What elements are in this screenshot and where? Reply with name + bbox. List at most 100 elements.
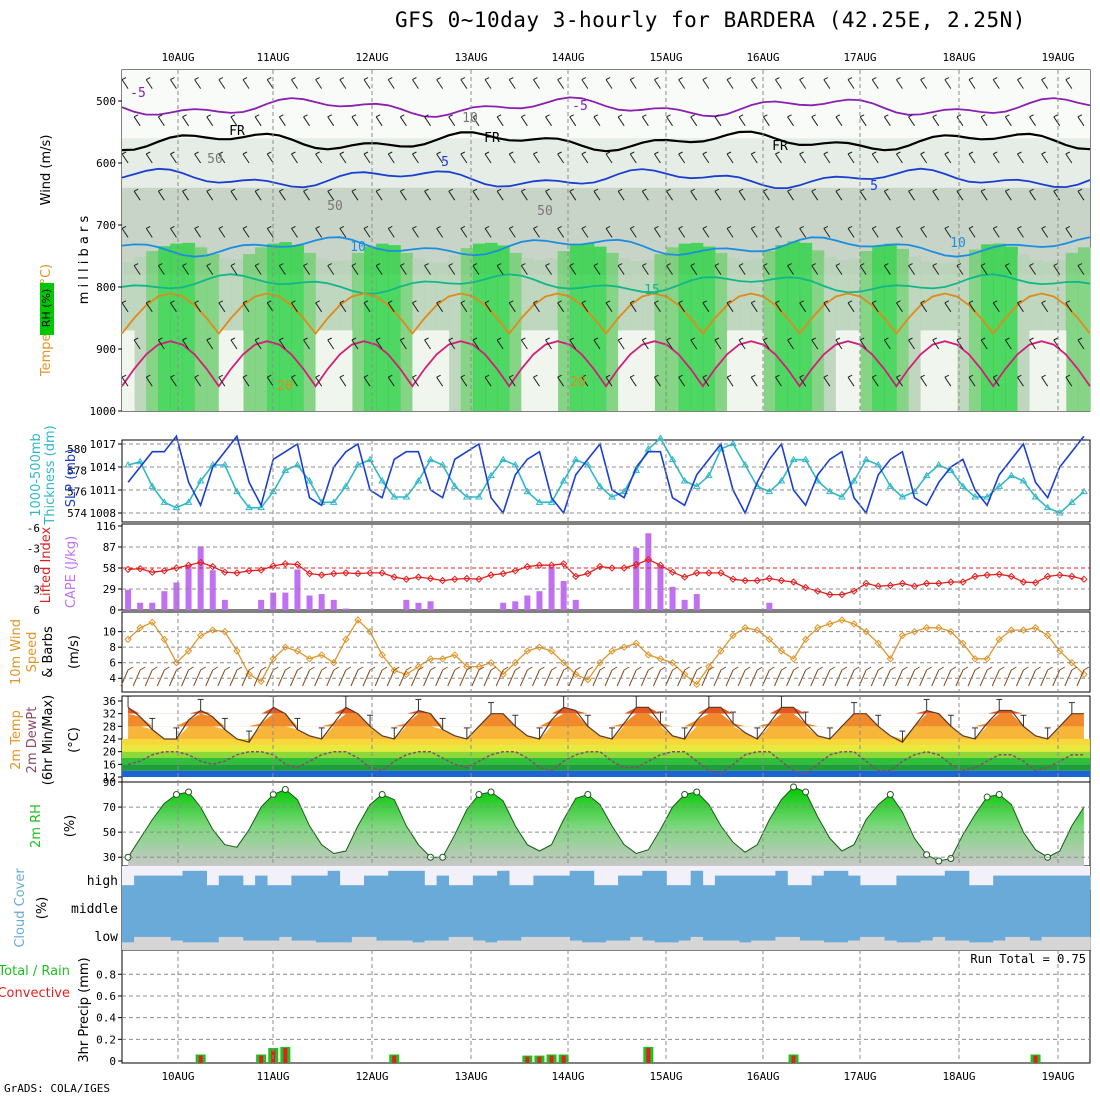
wind-barb-flag: [1017, 374, 1022, 378]
wind-tick: 8: [109, 641, 116, 654]
contour-label: 50: [537, 204, 553, 219]
wind-barb-flag: [448, 188, 453, 192]
li-point: [160, 567, 169, 575]
li-point: [378, 569, 386, 577]
wind-barb-flag: [920, 151, 925, 155]
wind-barb-flag: [569, 114, 574, 118]
slp-tick: 1011: [90, 484, 117, 497]
high-cloud-bar: [424, 885, 437, 890]
temp-tick: 24: [103, 733, 117, 746]
high-cloud-bar: [194, 870, 207, 890]
high-cloud-bar: [206, 885, 220, 890]
wind-barb-flag: [738, 337, 744, 341]
wind-speed-point: [971, 655, 979, 663]
wind-barb: [944, 79, 952, 89]
wind-barb-flag: [617, 114, 623, 118]
low-cloud-bar: [944, 940, 958, 950]
li-point: [438, 576, 447, 585]
wind-barb-flag: [714, 263, 720, 267]
surface-wind-barb: [507, 669, 516, 687]
wind-barb-flag: [847, 225, 853, 229]
wind-barb: [520, 116, 528, 127]
temp-line: [127, 706, 1084, 743]
thickness-point: [354, 461, 362, 468]
thickness-point: [1043, 503, 1052, 511]
wind-barb-flag: [678, 374, 683, 378]
li-point: [765, 574, 774, 583]
high-cloud-bar: [811, 875, 825, 890]
surface-wind-barb-flag: [829, 666, 836, 671]
rh-cell: [194, 247, 208, 411]
wind-speed-point: [826, 620, 834, 628]
wind-barb-flag: [654, 225, 659, 229]
surface-wind-barb: [423, 669, 432, 687]
temp-tick: 36: [103, 695, 116, 708]
wind-barb: [182, 116, 189, 127]
wind-barb-flag: [775, 77, 780, 81]
wind-speed-point: [814, 624, 822, 632]
high-cloud-bar: [339, 885, 353, 890]
wind-barb: [1017, 376, 1024, 387]
surface-wind-barb: [894, 669, 903, 687]
li-point: [390, 573, 398, 581]
wind-barb: [315, 153, 323, 164]
wind-barb-flag: [1077, 263, 1083, 267]
surface-wind-barb-flag: [696, 666, 703, 671]
wind-speed-point: [366, 627, 374, 636]
wind-barb: [1017, 79, 1024, 89]
rh-cell: [472, 243, 486, 411]
li-point: [959, 578, 967, 586]
wind-barb: [956, 116, 964, 127]
thickness-point: [257, 503, 266, 511]
precip-convective-bar: [561, 1055, 566, 1063]
wind-barb: [399, 265, 407, 275]
wind-barb-flag: [702, 77, 708, 81]
thickness-point: [777, 477, 786, 484]
rh-dry-cell: [932, 330, 946, 411]
wind-barb: [1041, 79, 1049, 89]
wind-speed-point: [196, 631, 205, 640]
wind-barb: [121, 79, 129, 89]
wind-barb: [641, 265, 649, 275]
wind-barb: [690, 190, 698, 201]
cape-bar: [766, 602, 773, 610]
wind-barb-flag: [182, 114, 187, 118]
wind-barb-flag: [581, 225, 587, 229]
thickness-point: [620, 487, 629, 495]
surface-wind-barb-flag: [611, 666, 618, 671]
wind-barb-flag: [194, 151, 199, 155]
wind-barb-flag: [484, 77, 490, 81]
li-tick: -3: [27, 543, 40, 556]
wind-speed-point: [693, 680, 701, 689]
wind-barb: [835, 265, 843, 275]
low-cloud-bar: [908, 942, 921, 950]
contour-label: 10: [462, 111, 478, 126]
date-label-top: 19AUG: [1041, 51, 1074, 64]
wind-barb-flag: [751, 300, 756, 304]
wind-speed-point: [136, 624, 144, 632]
surface-wind-barb-flag: [623, 666, 630, 671]
cape-bar: [548, 566, 555, 610]
wind-barb: [714, 190, 722, 201]
li-point: [680, 573, 689, 581]
wind-barb: [1004, 265, 1012, 275]
wind-barb-flag: [448, 337, 453, 341]
cloud-label-high: high: [87, 874, 118, 889]
axis-labels: Wind (m/s)Temperature (°C)m i l l i b a …: [0, 135, 92, 1063]
cape-bar: [342, 608, 349, 610]
surface-wind-barb: [761, 669, 770, 687]
thickness-point: [825, 487, 834, 495]
wind-barb-flag: [1029, 114, 1034, 118]
surface-wind-barb-flag: [1035, 666, 1041, 671]
wind-barb: [484, 302, 492, 313]
wind-barb-flag: [702, 374, 708, 378]
wind-speed-point: [801, 635, 810, 644]
wind-barb-flag: [920, 300, 925, 304]
contour-label: FR: [484, 131, 500, 146]
wind-barb-flag: [412, 225, 417, 229]
thickness-point: [366, 455, 374, 463]
wind-barb: [605, 153, 613, 164]
wind-barb: [496, 339, 504, 350]
wind-barb-flag: [218, 374, 224, 378]
low-cloud-bar: [255, 940, 268, 950]
